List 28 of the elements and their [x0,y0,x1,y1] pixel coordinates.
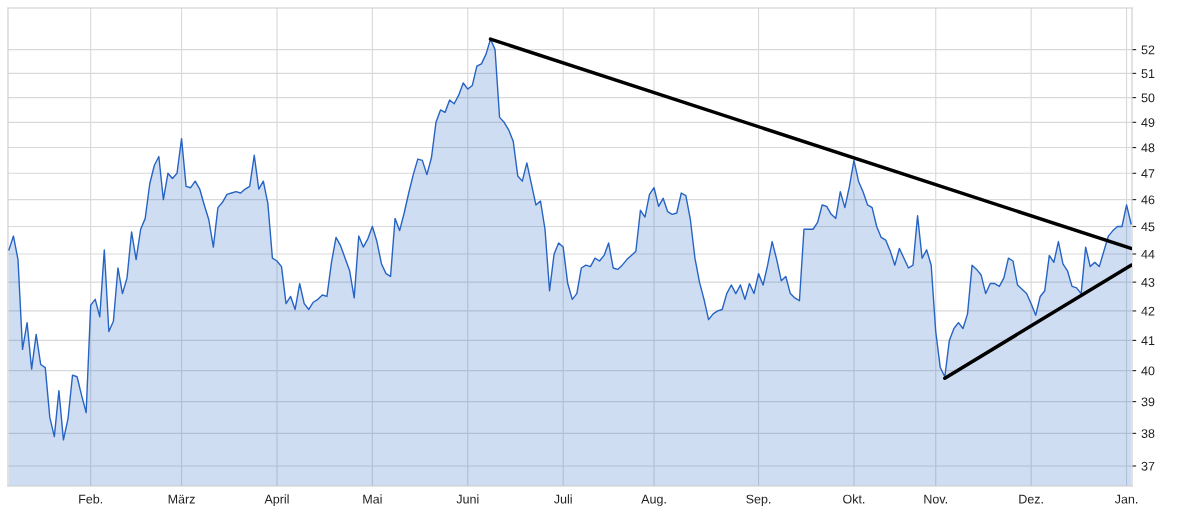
x-tick-label: April [264,494,289,506]
y-tick-label: 52 [1141,45,1155,55]
x-tick-label: Jan. [1114,494,1138,504]
x-tick-label: Mai [363,494,382,504]
x-tick-label: Feb. [79,494,103,504]
y-tick-label: 48 [1141,143,1155,153]
y-tick-label: 38 [1141,429,1155,439]
y-tick-label: 42 [1141,306,1155,316]
y-tick-label: 47 [1141,169,1155,178]
y-tick-label: 37 [1141,461,1155,471]
y-tick-label: 46 [1141,195,1155,205]
x-tick-label: Dez. [1019,494,1043,504]
x-tick-label: Nov. [924,494,947,504]
x-tick-label: März [168,494,195,504]
y-tick-label: 44 [1141,249,1155,259]
y-tick-label: 43 [1141,277,1155,287]
y-tick-label: 41 [1141,336,1155,345]
y-tick-label: 39 [1141,397,1155,407]
x-tick-label: Juli [554,494,572,504]
x-tick-label: Juni [456,494,479,504]
y-tick-label: 40 [1141,366,1155,376]
y-tick-label: 51 [1141,69,1155,79]
y-tick-label: 49 [1141,118,1155,127]
x-tick-label: Okt. [843,494,865,504]
x-tick-label: Aug. [641,494,666,506]
x-tick-label: Sep. [746,494,771,506]
y-tick-label: 50 [1141,93,1155,103]
y-tick-label: 45 [1141,222,1155,232]
